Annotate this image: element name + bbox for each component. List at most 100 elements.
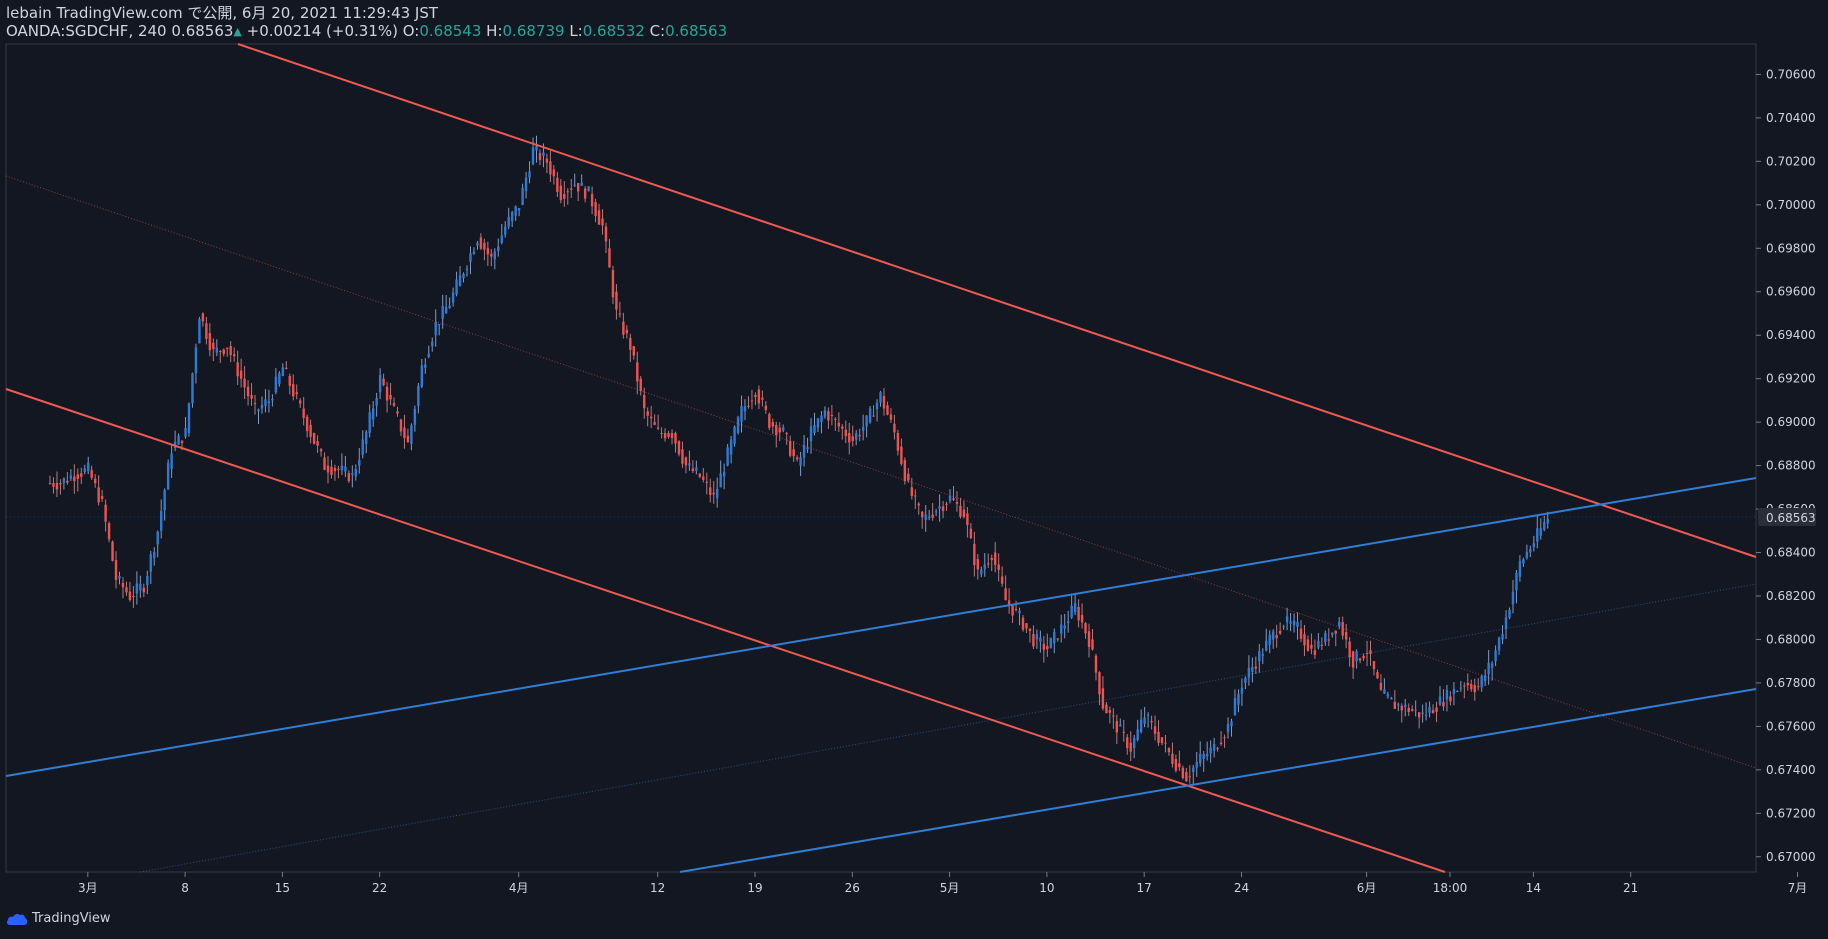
candle-down [771,422,774,427]
candle-up [1504,617,1508,629]
candle-up [1511,591,1515,605]
candle-up [517,208,521,211]
candle-down [246,386,250,397]
candle-up [948,495,952,501]
candle-down [1407,707,1410,712]
price-tick-label: 0.69000 [1766,415,1816,429]
candle-down [795,457,799,460]
candle-up [260,405,264,409]
candle-up [719,473,722,488]
price-tick-label: 0.70400 [1766,111,1816,125]
price-tick-label: 0.67000 [1766,850,1816,864]
candle-down [1456,691,1459,693]
candle-up [1536,528,1539,542]
candle-down [1160,737,1164,743]
brand-label: TradingView [32,911,111,926]
price-tick-label: 0.67400 [1766,763,1816,777]
candle-down [316,441,319,446]
candle-down [396,411,399,414]
candle-down [1084,623,1087,634]
candle-up [524,177,528,192]
close-label: C: [649,22,666,40]
candle-down [347,473,351,482]
candle-down [545,158,549,163]
candle-down [632,346,635,356]
candle-up [983,564,986,569]
candle-down [1080,615,1084,623]
candle-up [1424,714,1428,716]
candle-down [1369,650,1372,654]
candle-down [1372,661,1376,670]
candle-up [375,397,378,406]
candle-down [219,350,222,352]
candle-up [1404,704,1407,707]
candle-down [323,457,326,470]
candle-down [1351,651,1355,668]
candle-up [726,447,729,466]
red-channel-midline[interactable] [5,175,1757,769]
candle-up [823,410,827,417]
time-axis[interactable]: 3月 8 15 22 4月 12 19 26 5月 10 17 24 6月 18:00 14 21 7月 [78,872,1807,895]
time-tick-label: 4月 [509,881,529,895]
candle-down [1216,748,1219,750]
candle-up [507,216,510,227]
candle-up [264,399,267,406]
current-price-tag: 0.68563 [1758,508,1816,526]
candle-down [1105,704,1108,714]
candle-up [927,516,931,518]
red-channel-upper-line[interactable] [237,43,1757,558]
candle-up [1133,738,1136,749]
tradingview-logo[interactable]: TradingView [6,911,111,926]
blue-channel-lower-line[interactable] [679,688,1757,873]
candle-down [1108,710,1112,713]
candle-down [994,552,997,565]
candle-up [146,575,149,586]
price-tick-label: 0.67800 [1766,676,1816,690]
red-channel-lower-line[interactable] [5,388,1446,873]
candle-down [590,193,594,207]
candle-down [566,191,569,193]
candle-up [816,418,820,428]
candle-up [500,235,503,243]
candle-up [573,184,576,186]
candle-up [875,403,879,410]
candle-down [55,482,59,490]
candle-down [917,503,920,506]
candle-down [125,587,128,593]
candle-up [476,242,479,246]
candle-down [1014,609,1018,611]
time-tick-label: 6月 [1357,881,1377,895]
candle-up [1265,640,1268,651]
candle-up [1202,753,1205,759]
candle-up [278,373,281,385]
price-axis[interactable]: 0.70600 0.70400 0.70200 0.70000 0.69800 0.696… [1756,67,1816,864]
price-tick-label: 0.69400 [1766,328,1816,342]
candle-down [232,354,236,357]
candle-up [1258,651,1261,662]
candle-up [1296,622,1299,627]
candle-down [236,362,239,377]
candle-up [1063,625,1066,629]
candle-up [1060,624,1063,634]
candle-up [198,319,201,344]
candle-up [365,431,368,444]
blue-channel-midline[interactable] [139,583,1757,873]
candle-down [1011,604,1014,616]
candle-down [486,248,490,255]
candle-down [399,419,403,432]
candle-up [424,364,427,368]
blue-channel-upper-line[interactable] [5,477,1757,777]
candle-down [778,427,781,433]
candle-up [1209,747,1212,754]
candle-down [750,400,754,402]
candle-down [1365,653,1369,655]
candle-down [66,480,69,483]
symbol-label[interactable]: OANDA:SGDCHF, 240 [6,22,167,40]
candle-down [761,397,764,400]
trendlines-layer[interactable] [5,43,1757,873]
candle-up [354,469,357,477]
candle-down [1077,606,1080,621]
candle-down [1376,672,1379,679]
candle-down [601,218,604,226]
